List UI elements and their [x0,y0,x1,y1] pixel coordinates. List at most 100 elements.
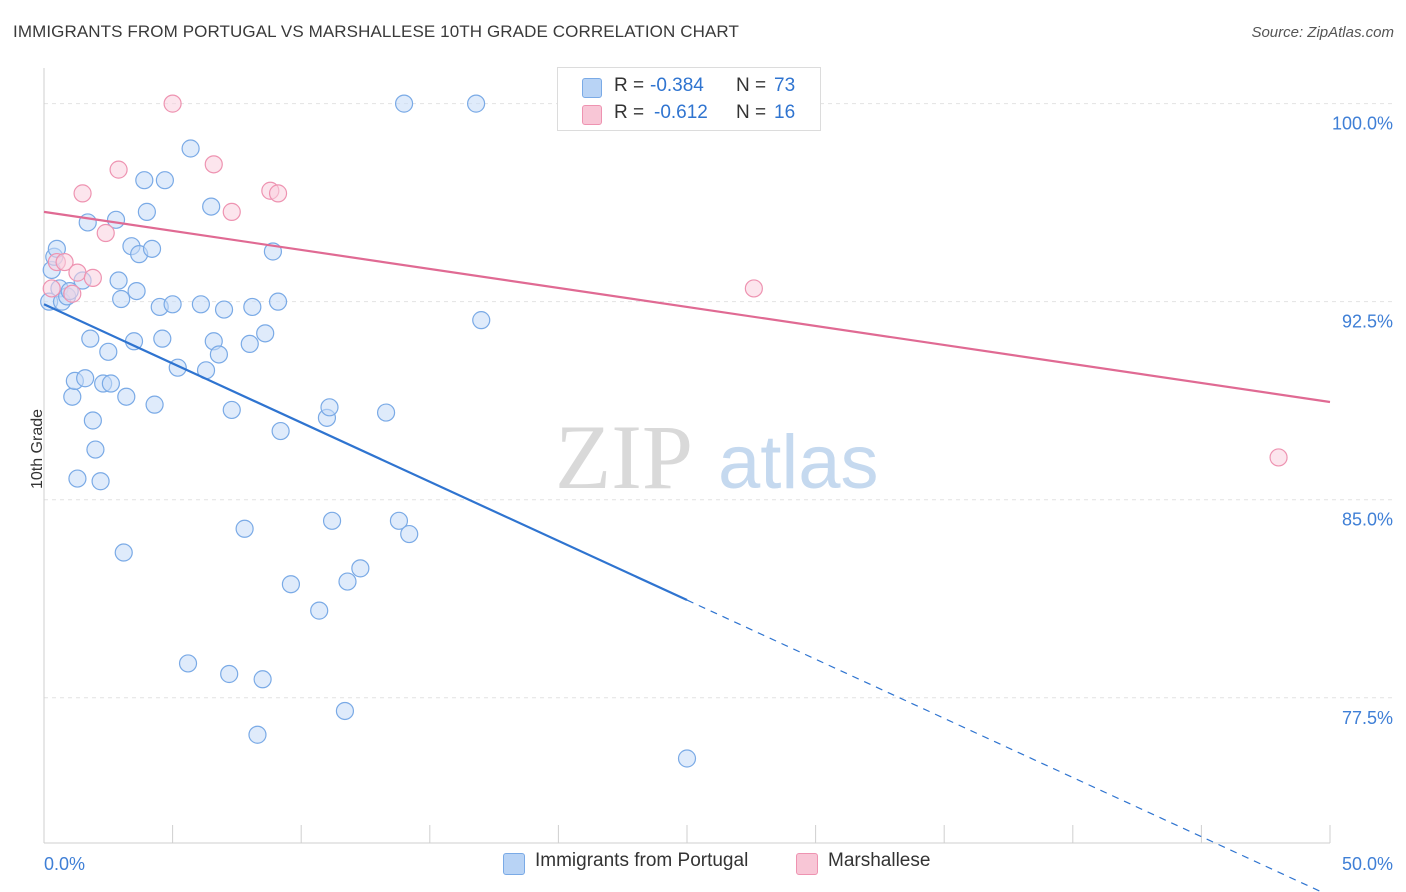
legend-r-label: R = [614,102,645,123]
data-point [63,284,82,303]
data-point [466,94,486,113]
data-point [83,411,102,430]
trend-line-extrapolated [686,599,1324,892]
data-point [142,239,162,258]
data-point [153,329,172,348]
data-point [322,511,342,530]
data-point [81,329,100,348]
y-tick-label: 85.0% [1342,510,1393,530]
legend-r-value-marshallese: -0.612 [654,102,708,123]
y-tick-label: 92.5% [1342,312,1393,332]
data-point [256,324,275,343]
x-tick-label: 50.0% [1342,854,1393,874]
y-tick-label: 100.0% [1332,114,1393,134]
data-point [127,281,146,301]
source-label: Source: ZipAtlas.com [1251,24,1394,41]
data-point [243,297,262,317]
data-point [163,295,182,314]
data-point [112,289,131,309]
bottom-legend-label-marshallese: Marshallese [828,850,931,871]
data-point [137,202,156,221]
data-point [472,311,491,330]
data-point [744,279,763,298]
data-point [68,469,87,488]
data-point [235,519,254,538]
data-point [253,670,272,689]
data-point [99,342,118,361]
legend-swatch-marshallese [582,105,602,125]
data-point [220,664,239,684]
bottom-legend-swatch-marshallese [796,853,818,875]
data-point [55,252,74,272]
data-point [310,601,329,620]
watermark-zip: ZIP [555,406,693,508]
trend-lines [43,210,1331,892]
axes [43,68,1331,844]
data-point [214,300,234,319]
tick-labels: 77.5% 85.0% 92.5% 100.0% 0.0% 50.0% [44,114,1393,874]
y-tick-label: 77.5% [1342,708,1393,728]
trend-line [43,210,1331,404]
data-point [135,171,154,190]
data-point [240,334,259,354]
data-point [222,202,241,221]
x-tick-label: 0.0% [44,854,85,874]
data-point [114,543,133,562]
data-point [191,295,210,314]
data-point [209,345,228,364]
watermark: ZIP atlas [555,406,879,508]
correlation-legend: R = -0.384 N = 73 R = -0.612 N = 16 [557,67,821,131]
data-point [1269,448,1288,467]
data-point [268,184,288,203]
data-point [204,155,223,174]
data-point [91,472,110,491]
chart-title: IMMIGRANTS FROM PORTUGAL VS MARSHALLESE … [13,22,739,41]
legend-n-label: N = [736,102,767,123]
data-point [222,400,241,420]
grid-lines [44,103,1392,699]
data-point [181,139,200,158]
bottom-legend-label-portugal: Immigrants from Portugal [535,850,749,871]
data-point [400,524,419,544]
data-point [376,403,396,422]
data-point [677,749,697,768]
data-point [63,387,82,406]
data-point [178,654,198,673]
legend-n-value-marshallese: 16 [774,102,796,123]
data-point [101,374,120,393]
legend-n-label: N = [736,75,767,96]
data-point [163,94,182,113]
data-point [76,369,95,388]
trend-line [43,303,688,602]
data-point [271,421,290,441]
legend-swatch-portugal [582,78,602,98]
data-point [394,94,414,113]
data-point [73,184,92,203]
legend-r-label: R = [614,75,645,96]
data-point [389,511,409,530]
data-point [248,725,267,744]
data-point [124,332,144,351]
data-point [335,701,355,721]
watermark-atlas: atlas [718,420,879,505]
data-point [155,171,174,190]
data-point [68,263,87,282]
y-axis-label: 10th Grade [29,408,46,490]
bottom-legend-swatch-portugal [503,853,525,875]
data-point [320,398,339,417]
scatter-points [40,94,1288,768]
data-point [202,197,221,216]
legend-r-value-portugal: -0.384 [650,75,704,96]
data-point [42,279,61,298]
legend-n-value-portugal: 73 [774,75,796,96]
data-point [109,271,128,290]
data-point [145,395,164,414]
data-point [351,559,370,578]
data-point [281,575,301,594]
data-point [117,387,136,406]
data-point [83,268,102,287]
data-point [109,160,128,179]
y-axis-label-wrap: 10th Grade [18,380,46,520]
data-point [338,572,357,591]
